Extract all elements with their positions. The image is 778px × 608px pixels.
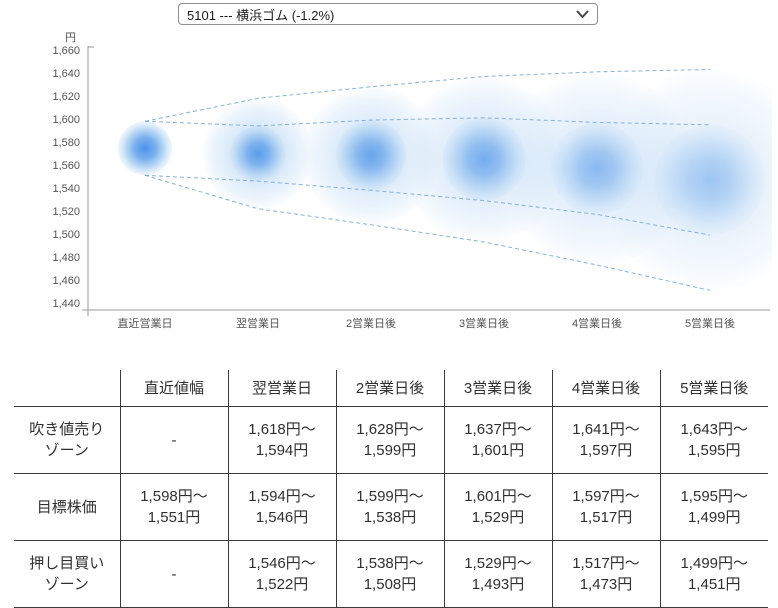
- table-cell: -: [119, 540, 229, 608]
- column-header: 3営業日後: [443, 370, 553, 407]
- target-top-line: [144, 117, 711, 127]
- table-cell: 1,641円～ 1,597円: [551, 406, 661, 474]
- x-axis-label: 4営業日後: [572, 316, 622, 330]
- target-bubble: [551, 122, 643, 215]
- y-axis-tick-label: 1,520: [52, 206, 80, 218]
- table-row: 吹き値売り ゾーン -1,618円～ 1,594円 1,628円～ 1,599円 1,637…: [14, 406, 768, 474]
- target-bottom-line: [144, 174, 711, 236]
- table-row: 目標株価 1,598円～ 1,551円 1,594円～ 1,546円 1,599円～ 1,5…: [14, 473, 768, 541]
- chevron-down-icon: [576, 10, 589, 18]
- table-cell: 1,628円～ 1,599円: [335, 406, 445, 474]
- forecast-chart: 円1,660 1,640 1,620 1,600 1,580 1,560 1,540 1,52…: [52, 32, 772, 330]
- column-header: 翌営業日: [227, 370, 337, 407]
- table-cell: 1,637円～ 1,601円: [443, 406, 553, 474]
- row-label: 吹き値売り ゾーン: [14, 406, 121, 474]
- table-cell: 1,598円～ 1,551円: [119, 473, 229, 541]
- table-cell: 1,594円～ 1,546円: [227, 473, 337, 541]
- target-bubble: [442, 117, 526, 201]
- y-axis-tick-label: 1,660: [52, 45, 80, 57]
- x-axis-label: 2営業日後: [346, 316, 396, 330]
- x-axis-label: 翌営業日: [236, 316, 280, 330]
- y-axis-tick-label: 1,480: [52, 252, 80, 264]
- forecast-bubbles: [117, 69, 772, 291]
- column-header: 2営業日後: [335, 370, 445, 407]
- table-cell: 1,529円～ 1,493円: [443, 540, 553, 608]
- table-cell: 1,595円～ 1,499円: [659, 473, 768, 541]
- x-axis-label: 5営業日後: [685, 316, 735, 330]
- table-cell: 1,597円～ 1,517円: [551, 473, 661, 541]
- table-header-row: 直近値幅 翌営業日 2営業日後 3営業日後 4営業日後 5営業日後: [14, 370, 768, 407]
- target-bubble: [230, 125, 286, 182]
- table-cell: 1,517円～ 1,473円: [551, 540, 661, 608]
- x-axis-label: 直近営業日: [118, 316, 173, 330]
- target-bubble: [654, 124, 766, 236]
- target-bubble: [117, 121, 173, 176]
- y-axis-tick-label: 1,620: [52, 91, 80, 103]
- stock-selector[interactable]: 5101 --- 横浜ゴム (-1.2%): [178, 3, 598, 25]
- y-axis-tick-label: 1,640: [52, 68, 80, 80]
- table-cell: -: [119, 406, 229, 474]
- column-header: 直近値幅: [119, 370, 229, 407]
- table-cell: 1,599円～ 1,538円: [335, 473, 445, 541]
- table-cell: 1,643円～ 1,595円: [659, 406, 768, 474]
- forecast-table: 直近値幅 翌営業日 2営業日後 3営業日後 4営業日後 5営業日後 吹き値売り ゾーン -1,6…: [14, 370, 768, 608]
- table-cell: 1,538円～ 1,508円: [335, 540, 445, 608]
- y-axis-tick-label: 1,440: [52, 298, 80, 310]
- stock-selector-value: 5101 --- 横浜ゴム (-1.2%): [187, 7, 335, 23]
- x-axis-label: 3営業日後: [459, 316, 509, 330]
- y-axis-tick-label: 1,540: [52, 183, 80, 195]
- row-label: 目標株価: [14, 473, 121, 541]
- buy-zone-bottom-line: [144, 174, 711, 291]
- y-axis-tick-label: 1,560: [52, 160, 80, 172]
- y-axis-tick-label: 1,460: [52, 275, 80, 287]
- table-corner-cell: [14, 370, 121, 407]
- table-cell: 1,618円～ 1,594円: [227, 406, 337, 474]
- table-row: 押し目買い ゾーン -1,546円～ 1,522円 1,538円～ 1,508円 1,529…: [14, 540, 768, 608]
- target-bubble: [335, 120, 407, 191]
- column-header: 4営業日後: [551, 370, 661, 407]
- row-label: 押し目買い ゾーン: [14, 540, 121, 608]
- table-cell: 1,601円～ 1,529円: [443, 473, 553, 541]
- table-cell: 1,546円～ 1,522円: [227, 540, 337, 608]
- table-cell: 1,499円～ 1,451円: [659, 540, 768, 608]
- y-axis-tick-label: 1,580: [52, 137, 80, 149]
- y-axis-unit-label: 円: [65, 32, 76, 44]
- column-header: 5営業日後: [659, 370, 768, 407]
- y-axis-tick-label: 1,500: [52, 229, 80, 241]
- y-axis-tick-label: 1,600: [52, 114, 80, 126]
